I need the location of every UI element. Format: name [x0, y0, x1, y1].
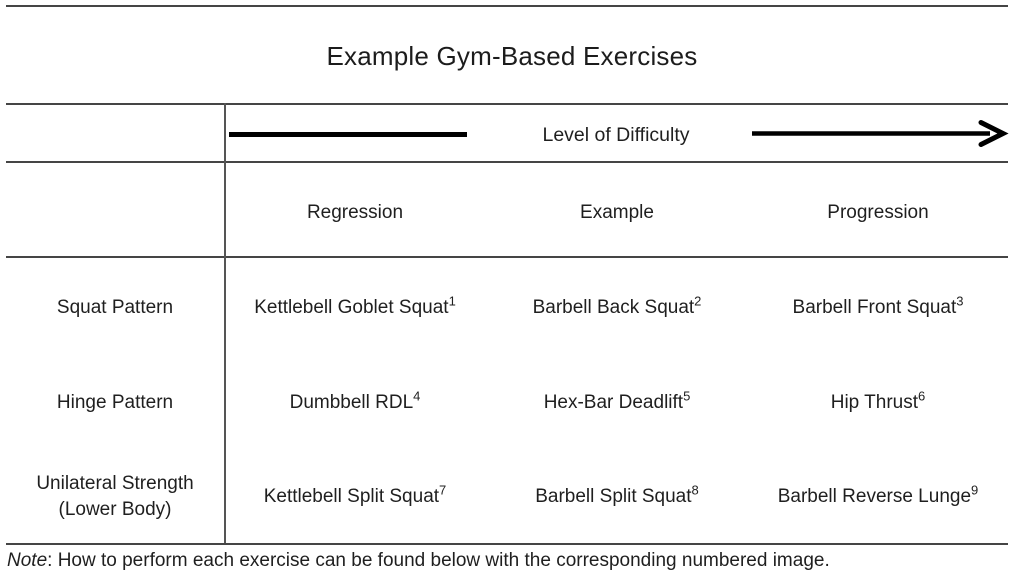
- table-row: Squat Pattern Kettlebell Goblet Squat1 B…: [6, 284, 1008, 332]
- footnote-number: 4: [413, 388, 421, 404]
- exercise-cell: Hip Thrust6: [830, 388, 926, 413]
- footnote-number: 5: [683, 388, 691, 404]
- table-row: Unilateral Strength (Lower Body) Kettleb…: [6, 460, 1008, 534]
- exercise-cell: Kettlebell Split Squat7: [263, 482, 447, 507]
- table-row: Hinge Pattern Dumbbell RDL4 Hex-Bar Dead…: [6, 379, 1008, 427]
- footnote-number: 9: [971, 482, 979, 498]
- column-header-row: Regression Example Progression: [6, 189, 1008, 237]
- column-header-example: Example: [580, 202, 654, 223]
- column-header-progression: Progression: [827, 202, 929, 223]
- note-caption: Note: How to perform each exercise can b…: [7, 549, 1017, 573]
- exercise-cell: Barbell Reverse Lunge9: [777, 482, 979, 507]
- row-label: Unilateral Strength (Lower Body): [36, 473, 194, 520]
- corner-empty-cell: [6, 189, 224, 237]
- column-header-regression: Regression: [306, 202, 404, 223]
- footnote-number: 1: [448, 293, 456, 309]
- footnote-number: 7: [439, 482, 447, 498]
- difficulty-left-bar: [229, 132, 467, 137]
- footnote-number: 3: [956, 293, 964, 309]
- rule-bottom: [6, 543, 1008, 545]
- rule-below-headers: [6, 256, 1008, 258]
- exercise-cell: Barbell Back Squat2: [532, 293, 702, 318]
- note-word: Note: [7, 550, 48, 571]
- right-arrow-icon: [752, 120, 1009, 147]
- note-text: : How to perform each exercise can be fo…: [47, 550, 830, 571]
- column-divider: [224, 103, 226, 543]
- exercise-cell: Dumbbell RDL4: [289, 388, 421, 413]
- exercise-cell: Hex-Bar Deadlift5: [543, 388, 691, 413]
- rule-top: [6, 5, 1008, 7]
- rule-below-title: [6, 103, 1008, 105]
- footnote-number: 2: [694, 293, 702, 309]
- exercise-cell: Kettlebell Goblet Squat1: [254, 293, 456, 318]
- figure-title: Example Gym-Based Exercises: [326, 41, 698, 71]
- footnote-number: 6: [918, 388, 926, 404]
- exercise-cell: Barbell Split Squat8: [535, 482, 699, 507]
- row-label: Squat Pattern: [56, 297, 174, 318]
- row-label: Hinge Pattern: [56, 392, 174, 413]
- difficulty-label: Level of Difficulty: [542, 124, 690, 146]
- rule-below-difficulty: [6, 161, 1008, 163]
- exercise-cell: Barbell Front Squat3: [792, 293, 964, 318]
- footnote-number: 8: [691, 482, 699, 498]
